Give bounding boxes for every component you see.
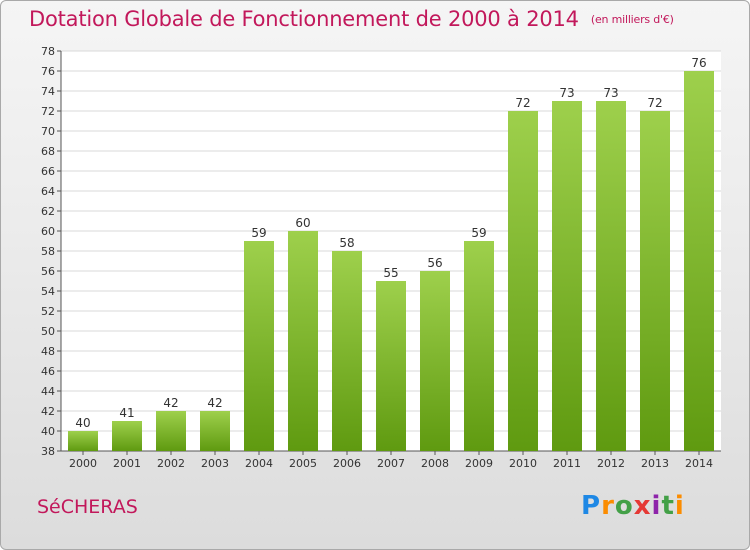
bar-value-label: 42 [163,396,178,410]
y-tick-label: 78 [41,45,55,58]
x-tick-label: 2005 [289,457,317,470]
x-tick-label: 2013 [641,457,669,470]
x-tick-label: 2000 [69,457,97,470]
bar [684,71,714,451]
bar [552,101,582,451]
bar-value-label: 60 [295,216,310,230]
x-tick-label: 2006 [333,457,361,470]
y-tick-label: 38 [41,445,55,458]
bar [244,241,274,451]
y-tick-label: 40 [41,425,55,438]
y-tick-label: 70 [41,125,55,138]
bar [288,231,318,451]
x-tick-label: 2010 [509,457,537,470]
bar [420,271,450,451]
x-tick-label: 2011 [553,457,581,470]
x-tick-label: 2009 [465,457,493,470]
bar-value-label: 72 [515,96,530,110]
bar [332,251,362,451]
bar-value-label: 59 [471,226,486,240]
bar-value-label: 76 [691,56,706,70]
y-tick-label: 54 [41,285,55,298]
y-tick-label: 62 [41,205,55,218]
bar-value-label: 42 [207,396,222,410]
bar [156,411,186,451]
x-tick-label: 2002 [157,457,185,470]
bar-value-label: 56 [427,256,442,270]
x-tick-label: 2003 [201,457,229,470]
chart-title: Dotation Globale de Fonctionnement de 20… [29,7,674,31]
y-tick-label: 44 [41,385,55,398]
bar-value-label: 72 [647,96,662,110]
chart-subtitle: (en milliers d'€) [590,13,674,26]
bar [464,241,494,451]
x-tick-label: 2008 [421,457,449,470]
bar [200,411,230,451]
y-tick-label: 50 [41,325,55,338]
y-tick-label: 68 [41,145,55,158]
bar-value-label: 58 [339,236,354,250]
bar [508,111,538,451]
y-tick-label: 64 [41,185,55,198]
bar-value-label: 41 [119,406,134,420]
y-tick-label: 42 [41,405,55,418]
y-tick-label: 46 [41,365,55,378]
y-tick-label: 76 [41,65,55,78]
y-tick-label: 58 [41,245,55,258]
x-tick-label: 2014 [685,457,713,470]
bar-value-label: 40 [75,416,90,430]
y-tick-label: 56 [41,265,55,278]
bar [596,101,626,451]
y-tick-label: 66 [41,165,55,178]
commune-name: SéCHERAS [37,496,138,518]
y-tick-label: 52 [41,305,55,318]
bar-value-label: 59 [251,226,266,240]
chart-title-text: Dotation Globale de Fonctionnement de 20… [29,7,579,31]
y-tick-label: 74 [41,85,55,98]
y-tick-label: 60 [41,225,55,238]
bar-value-label: 73 [603,86,618,100]
x-tick-label: 2012 [597,457,625,470]
x-tick-label: 2001 [113,457,141,470]
bar [112,421,142,451]
bar [376,281,406,451]
x-tick-label: 2007 [377,457,405,470]
y-tick-label: 72 [41,105,55,118]
bar [68,431,98,451]
y-tick-label: 48 [41,345,55,358]
bar-value-label: 55 [383,266,398,280]
bar-value-label: 73 [559,86,574,100]
bar [640,111,670,451]
proxiti-logo: Proxiti [581,491,685,521]
x-tick-label: 2004 [245,457,273,470]
